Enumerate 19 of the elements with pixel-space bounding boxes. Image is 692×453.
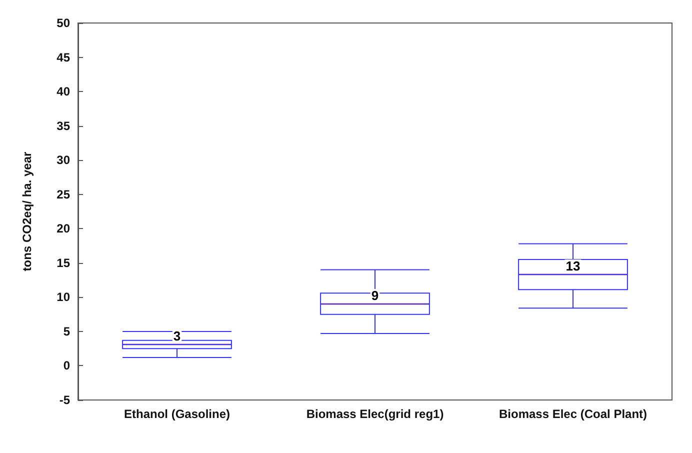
y-tick-label: 5 — [63, 324, 70, 338]
y-tick-label: 40 — [56, 84, 70, 99]
y-tick-label: 45 — [56, 50, 70, 64]
y-tick-label: 35 — [56, 118, 70, 133]
annotation: 3 — [173, 328, 181, 344]
y-tick-label: 25 — [56, 187, 70, 202]
y-tick-label: -5 — [59, 393, 70, 407]
y-tick-label: 10 — [56, 290, 70, 304]
y-tick-label: 15 — [56, 256, 70, 270]
x-tick-label: Biomass Elec(grid reg1) — [306, 407, 444, 421]
y-tick-label: 0 — [63, 358, 70, 373]
y-tick-label: 30 — [56, 153, 70, 168]
x-tick-label: Ethanol (Gasoline) — [124, 407, 230, 421]
annotation: 13 — [566, 258, 580, 274]
y-axis-title: tons CO2eq/ ha. year — [20, 151, 34, 272]
y-tick-label: 50 — [56, 16, 70, 30]
annotation: 9 — [371, 288, 379, 304]
x-tick-label: Biomass Elec (Coal Plant) — [498, 407, 648, 421]
y-tick-label: 20 — [56, 222, 70, 236]
